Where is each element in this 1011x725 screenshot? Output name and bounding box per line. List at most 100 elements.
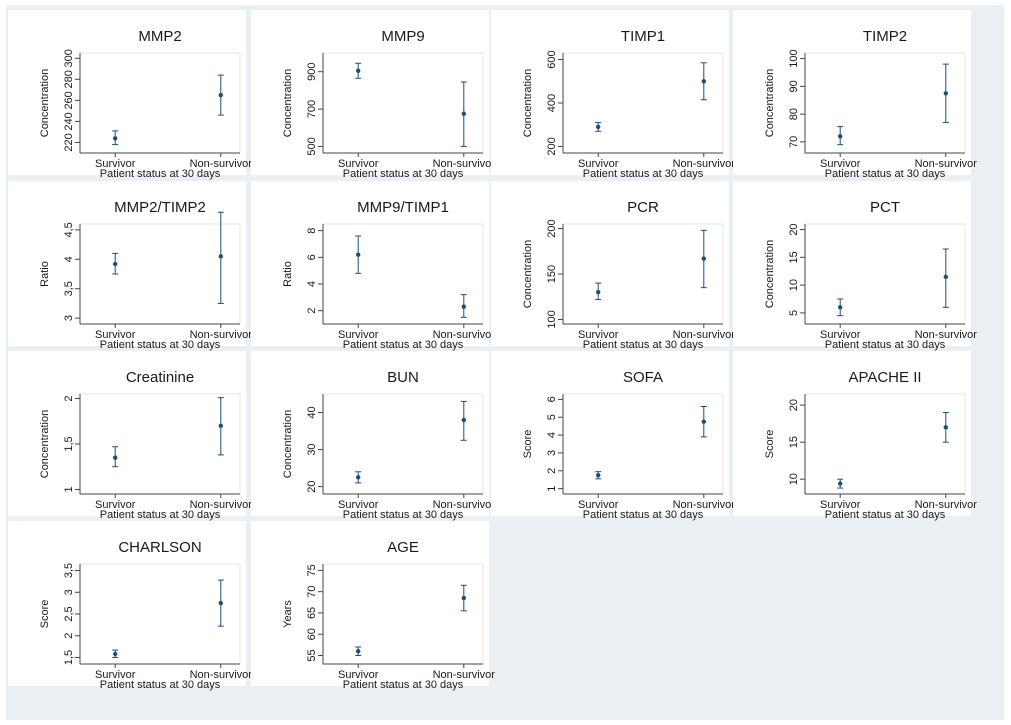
- point-marker: [838, 305, 843, 310]
- panel-background: [8, 10, 246, 175]
- panel-title: MMP9: [381, 28, 424, 45]
- panel-14: AGE 55 60 65 70 75 Years Survivor Non-survivorPa…: [251, 521, 495, 691]
- y-tick-label: 6: [306, 254, 318, 260]
- point-marker: [943, 91, 948, 96]
- y-tick-label: 280: [63, 70, 75, 88]
- y-axis-label: Concentration: [764, 240, 776, 309]
- panel-background: [733, 351, 971, 516]
- x-tick-label: Non-survivor: [433, 158, 496, 170]
- panel-4: TIMP2 70 80 90 100 Concentration Survivor Non-s…: [733, 10, 977, 180]
- y-tick-label: 1: [63, 486, 75, 492]
- y-axis-label: Score: [764, 430, 776, 459]
- panel-6: MMP9/TIMP1 2 4 6 8 Ratio Survivor Non-survivorP…: [251, 181, 495, 351]
- panel-7: PCR 100 150 200 Concentration Survivor Non-sur…: [491, 181, 735, 351]
- x-axis-label: Patient status at 30 days: [825, 168, 946, 180]
- point-marker: [356, 649, 361, 654]
- y-tick-label: 220: [63, 133, 75, 151]
- y-tick-label: 10: [788, 473, 800, 485]
- point-marker: [356, 475, 361, 480]
- y-tick-label: 90: [788, 80, 800, 92]
- y-tick-label: 65: [306, 607, 318, 619]
- point-marker: [356, 68, 361, 73]
- y-tick-label: 100: [788, 49, 800, 67]
- y-tick-label: 400: [546, 94, 558, 112]
- y-tick-label: 240: [63, 112, 75, 130]
- y-tick-label: 2: [306, 308, 318, 314]
- y-axis-label: Concentration: [282, 69, 294, 138]
- panel-background: [8, 521, 246, 686]
- panel-background: [8, 351, 246, 516]
- panel-5: MMP2/TIMP2 3 3,5 4 4,5 Ratio Survivor Non-survi…: [8, 181, 252, 351]
- y-tick-label: 20: [306, 480, 318, 492]
- panel-title: BUN: [387, 369, 419, 386]
- x-tick-label: Non-survivor: [190, 669, 253, 681]
- figure-panel-grid: MMP2 220 240 260 280 300 Concentration Survivor…: [6, 5, 1004, 720]
- x-axis-label: Patient status at 30 days: [825, 509, 946, 521]
- x-axis-label: Patient status at 30 days: [825, 339, 946, 351]
- point-marker: [701, 256, 706, 261]
- x-axis-label: Patient status at 30 days: [583, 168, 704, 180]
- y-tick-label: 2: [546, 468, 558, 474]
- panel-9: Creatinine 1 1,5 2 Concentration Survivor Non-…: [8, 351, 252, 521]
- point-marker: [113, 455, 118, 460]
- panel-8: PCT 5 10 15 20 Concentration Survivor Non-survi…: [733, 181, 977, 351]
- panel-background: [251, 181, 489, 346]
- panel-10: BUN 20 30 40 Concentration Survivor Non-surviv…: [251, 351, 495, 521]
- y-tick-label: 700: [306, 100, 318, 118]
- y-tick-label: 1: [546, 486, 558, 492]
- point-marker: [701, 79, 706, 84]
- x-tick-label: Survivor: [95, 499, 136, 511]
- y-tick-label: 6: [546, 396, 558, 402]
- y-tick-label: 3: [63, 315, 75, 321]
- y-tick-label: 75: [306, 564, 318, 576]
- x-tick-label: Survivor: [95, 329, 136, 341]
- y-tick-label: 15: [788, 251, 800, 263]
- y-tick-label: 150: [546, 265, 558, 283]
- x-axis-label: Patient status at 30 days: [100, 339, 221, 351]
- y-tick-label: 2,5: [63, 606, 75, 621]
- point-marker: [838, 481, 843, 486]
- y-tick-label: 70: [306, 586, 318, 598]
- point-marker: [218, 92, 223, 98]
- point-marker: [113, 651, 118, 657]
- panel-title: MMP2/TIMP2: [114, 199, 206, 216]
- x-tick-label: Survivor: [95, 158, 136, 170]
- y-tick-label: 8: [306, 228, 318, 234]
- x-tick-label: Survivor: [578, 158, 619, 170]
- y-axis-label: Concentration: [522, 240, 534, 309]
- y-tick-label: 2: [63, 395, 75, 401]
- y-tick-label: 500: [306, 137, 318, 155]
- y-tick-label: 4: [63, 256, 75, 262]
- panel-background: [251, 10, 489, 175]
- y-axis-label: Years: [282, 600, 294, 628]
- figure-svg: MMP2220240260280300ConcentrationSurvivor…: [8, 10, 977, 691]
- y-tick-label: 15: [788, 436, 800, 448]
- x-tick-label: Survivor: [95, 669, 136, 681]
- y-tick-label: 5: [788, 310, 800, 316]
- point-marker: [356, 252, 361, 257]
- panel-13: CHARLSON 1,5 2 2,5 3 3,5 Score Survivor Non-surv…: [8, 521, 252, 691]
- point-marker: [461, 304, 466, 309]
- point-marker: [461, 595, 466, 601]
- x-axis-label: Patient status at 30 days: [343, 509, 464, 521]
- panel-background: [733, 10, 971, 175]
- y-tick-label: 300: [63, 49, 75, 67]
- point-marker: [113, 136, 118, 141]
- y-tick-label: 260: [63, 91, 75, 109]
- y-axis-label: Concentration: [39, 410, 51, 479]
- y-tick-label: 30: [306, 443, 318, 455]
- panel-background: [491, 351, 729, 516]
- panel-title: APACHE II: [848, 369, 921, 386]
- panel-background: [8, 181, 246, 346]
- x-tick-label: Survivor: [338, 669, 379, 681]
- y-tick-label: 20: [788, 223, 800, 235]
- y-tick-label: 2: [63, 633, 75, 639]
- y-tick-label: 40: [306, 406, 318, 418]
- x-tick-label: Survivor: [820, 499, 861, 511]
- panel-title: TIMP1: [621, 28, 665, 45]
- x-axis-label: Patient status at 30 days: [343, 679, 464, 691]
- y-tick-label: 80: [788, 108, 800, 120]
- x-axis-label: Patient status at 30 days: [343, 339, 464, 351]
- x-tick-label: Non-survivor: [433, 499, 496, 511]
- y-axis-label: Concentration: [282, 410, 294, 479]
